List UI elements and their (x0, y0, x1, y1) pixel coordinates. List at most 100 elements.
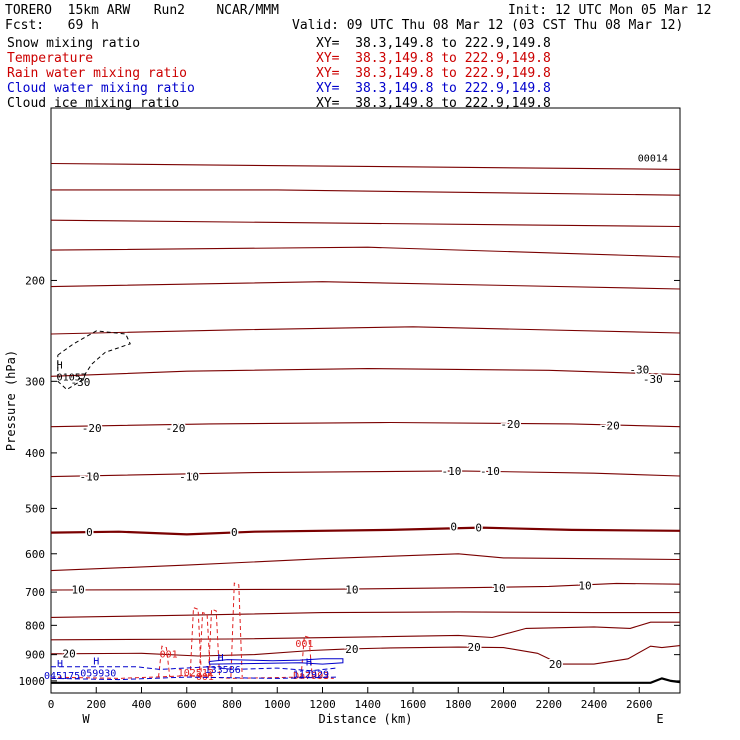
cloud-water-marker-h: H (93, 657, 99, 668)
x-axis-title: Distance (km) (319, 712, 413, 726)
contour-label: 0 (450, 521, 457, 534)
temperature-contour (50, 645, 681, 665)
field-xy-cloud-water: XY= 38.3,149.8 to 222.9,149.8 (316, 81, 551, 96)
x-tick-label: 200 (86, 698, 106, 711)
contour-label: 0 (475, 522, 482, 535)
contour-label: 10 (72, 583, 85, 596)
x-tick-label: 2200 (536, 698, 563, 711)
temperature-contour (50, 421, 681, 428)
field-xy-rain: XY= 38.3,149.8 to 222.9,149.8 (316, 66, 551, 81)
contour-label: -30 (643, 373, 663, 386)
rain-water-contour (300, 635, 313, 678)
y-tick-label: 600 (25, 548, 45, 561)
x-tick-label: 2000 (490, 698, 517, 711)
temperature-contour (50, 162, 681, 170)
contour-label: -30 (70, 376, 90, 389)
y-tick-label: 900 (25, 649, 45, 662)
rain-water-label: Da7993 (293, 671, 329, 682)
rain-water-contour (198, 611, 211, 678)
temperature-contour (51, 189, 681, 196)
terrain-line (51, 677, 681, 684)
chart-header: TORERO 15km ARW Run2 NCAR/MMM Init: 12 U… (0, 0, 740, 115)
y-tick-label: 1000 (19, 675, 46, 688)
contour-label: 20 (467, 641, 480, 654)
cloud-water-marker-value: 045175 (44, 671, 80, 682)
field-name-snow: Snow mixing ratio (7, 36, 141, 51)
cloud-ice-marker-h: H (57, 361, 63, 372)
rain-water-contour (230, 582, 243, 678)
cloud-water-contour (51, 666, 337, 672)
x-end-label-east: E (656, 712, 663, 726)
cloud-water-contour (208, 658, 344, 665)
x-end-label-west: W (82, 712, 90, 726)
y-tick-label: 700 (25, 586, 45, 599)
model-title: TORERO 15km ARW Run2 NCAR/MMM (5, 3, 279, 18)
y-tick-label: 400 (25, 447, 45, 460)
temperature-contour (50, 582, 681, 591)
temperature-contour (50, 553, 681, 572)
temperature-contour (50, 219, 681, 228)
contour-label: 20 (549, 658, 562, 671)
x-tick-label: 0 (48, 698, 55, 711)
temperature-contour (50, 368, 681, 377)
contour-label: -20 (600, 419, 620, 432)
temperature-contour (50, 246, 681, 258)
plot-frame (50, 107, 681, 694)
contour-label: 0 (231, 526, 238, 539)
field-name-cloud-ice: Cloud ice mixing ratio (7, 96, 180, 111)
contour-label: 10 (345, 583, 358, 596)
temperature-contour (50, 611, 680, 618)
contour-label: 10 (578, 579, 591, 592)
cloud-water-marker-h: H (306, 657, 312, 668)
x-tick-label: 400 (132, 698, 152, 711)
contour-label: -20 (166, 422, 186, 435)
cloud-water-marker-value: 112929 (293, 669, 329, 680)
x-tick-label: 1800 (445, 698, 472, 711)
temperature-contour (50, 281, 681, 290)
cloud-water-marker-h: H (57, 659, 63, 670)
rain-water-contour (189, 606, 202, 678)
field-name-rain: Rain water mixing ratio (7, 66, 188, 81)
rain-water-label: 001 (160, 649, 178, 660)
cloud-ice-marker-value: 01057 (57, 373, 87, 384)
field-name-cloud-water: Cloud water mixing ratio (7, 81, 195, 96)
x-tick-label: 1000 (264, 698, 291, 711)
cloud-water-marker-h: H (218, 653, 224, 664)
field-name-temperature: Temperature (7, 51, 94, 66)
y-axis-title: Pressure (hPa) (4, 350, 18, 451)
contour-label: -10 (80, 471, 100, 484)
corner-label: 00014 (638, 154, 668, 165)
rain-water-contour (50, 675, 334, 679)
rain-water-label: 102512 (178, 668, 214, 679)
x-tick-label: 600 (177, 698, 197, 711)
temperature-contour (50, 326, 681, 335)
x-tick-label: 1200 (309, 698, 336, 711)
cloud-water-marker-value: 059930 (80, 669, 116, 680)
x-tick-label: 1400 (355, 698, 382, 711)
contour-label: -10 (179, 471, 199, 484)
contour-label: 20 (345, 643, 358, 656)
contour-label: 20 (62, 647, 75, 660)
temperature-contour (50, 526, 681, 536)
field-xy-temperature: XY= 38.3,149.8 to 222.9,149.8 (316, 51, 551, 66)
contour-label: -20 (82, 422, 102, 435)
contour-label: 0 (86, 526, 93, 539)
forecast-hour: Fcst: 69 h (5, 18, 99, 33)
cloud-water-marker-value: 133586 (205, 665, 241, 676)
rain-water-contour (207, 608, 221, 678)
temperature-contour (50, 470, 681, 478)
contour-label: -10 (442, 465, 462, 478)
x-tick-label: 1600 (400, 698, 427, 711)
y-tick-label: 500 (25, 502, 45, 515)
x-tick-label: 2400 (581, 698, 608, 711)
cloud-ice-outline (57, 330, 131, 391)
x-tick-label: 2600 (626, 698, 653, 711)
field-xy-snow: XY= 38.3,149.8 to 222.9,149.8 (316, 36, 551, 51)
init-time: Init: 12 UTC Mon 05 Mar 12 (508, 3, 712, 18)
valid-time: Valid: 09 UTC Thu 08 Mar 12 (03 CST Thu … (292, 18, 684, 33)
y-tick-label: 300 (25, 375, 45, 388)
contour-label: -10 (480, 465, 500, 478)
contour-label: 10 (492, 582, 505, 595)
field-xy-cloud-ice: XY= 38.3,149.8 to 222.9,149.8 (316, 96, 551, 111)
